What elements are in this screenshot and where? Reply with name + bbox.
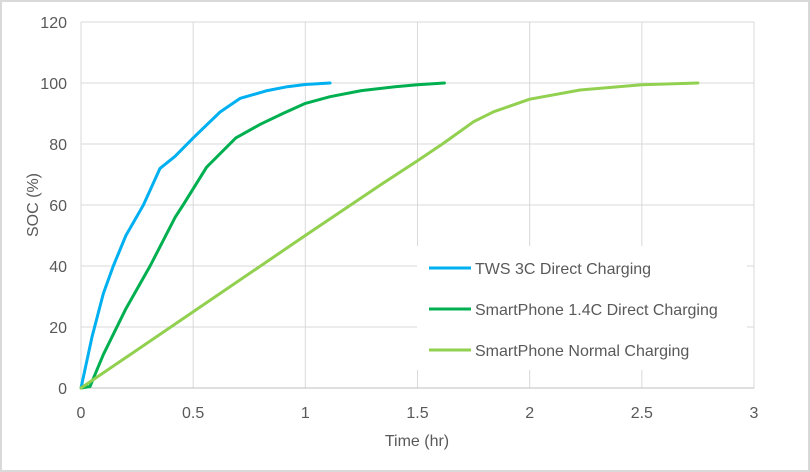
y-tick-label: 80 <box>49 137 67 154</box>
x-tick-label: 0.5 <box>182 405 204 422</box>
y-tick-label: 60 <box>49 198 67 215</box>
legend-label-smartphone-1-4c: SmartPhone 1.4C Direct Charging <box>475 302 718 319</box>
legend-item-tws: TWS 3C Direct Charging <box>429 261 651 278</box>
series-line-1 <box>79 81 446 390</box>
x-tick-label: 2 <box>525 405 534 422</box>
y-tick-label: 40 <box>49 259 67 276</box>
y-tick-label: 120 <box>40 15 67 32</box>
x-tick-label: 0 <box>77 405 86 422</box>
series-lines <box>79 81 700 390</box>
legend: TWS 3C Direct Charging SmartPhone 1.4C D… <box>417 246 747 370</box>
x-axis-title: Time (hr) <box>385 433 449 450</box>
x-tick-label: 1.5 <box>406 405 428 422</box>
y-tick-label: 20 <box>49 320 67 337</box>
legend-label-smartphone-normal: SmartPhone Normal Charging <box>475 343 689 360</box>
series-line-2 <box>79 81 700 390</box>
legend-background <box>417 246 747 370</box>
y-axis-title: SOC (%) <box>25 173 42 237</box>
legend-item-smartphone-1-4c: SmartPhone 1.4C Direct Charging <box>429 302 718 319</box>
y-axis-tick-labels: 0 20 40 60 80 100 120 <box>40 15 67 398</box>
x-tick-label: 3 <box>750 405 759 422</box>
y-tick-label: 100 <box>40 76 67 93</box>
legend-label-tws: TWS 3C Direct Charging <box>475 261 651 278</box>
x-tick-label: 2.5 <box>631 405 653 422</box>
x-axis-tick-labels: 0 0.5 1 1.5 2 2.5 3 <box>77 405 759 422</box>
legend-item-smartphone-normal: SmartPhone Normal Charging <box>429 343 689 360</box>
x-tick-label: 1 <box>301 405 310 422</box>
series-line-0 <box>79 81 332 390</box>
y-tick-label: 0 <box>58 381 67 398</box>
